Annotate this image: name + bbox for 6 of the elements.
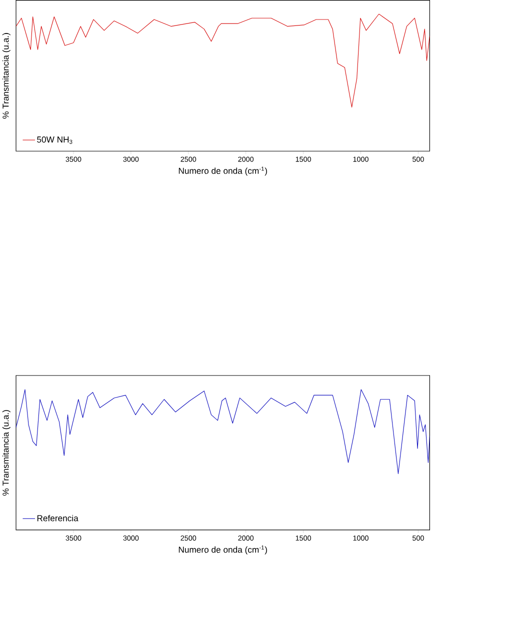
y-axis-title: % Transmitancia (u.a.) <box>2 410 10 496</box>
legend-label: 50W NH$_{3}$ <box>37 136 72 144</box>
legend-label: Referencia <box>37 514 78 522</box>
y-axis-title: % Transmitancia (u.a.) <box>2 33 10 119</box>
x-axis-title: Numero de onda (cm$^{-1}$) <box>178 166 267 176</box>
x-axis-title: Numero de onda (cm$^{-1}$) <box>178 546 267 554</box>
